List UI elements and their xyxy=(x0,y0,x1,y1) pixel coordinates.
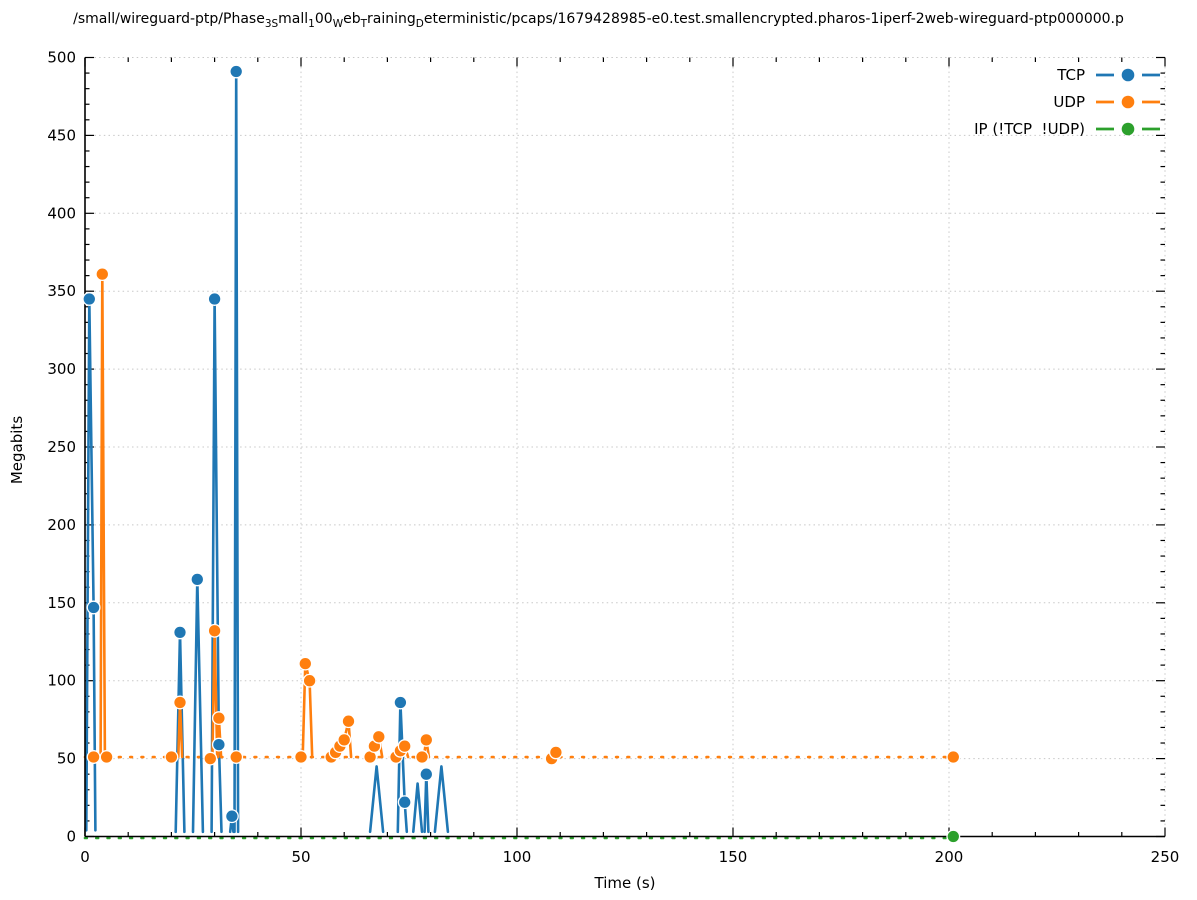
x-axis-label: Time (s) xyxy=(594,874,656,892)
chart-title-segment: eb xyxy=(343,11,361,27)
chart-title-segment: 1 xyxy=(308,18,315,27)
y-axis-label: Megabits xyxy=(8,415,26,485)
chart-title-segment: T xyxy=(360,18,367,27)
x-tick-label: 100 xyxy=(503,848,532,866)
legend-label: TCP xyxy=(1057,65,1085,84)
legend-label: IP (!TCP !UDP) xyxy=(974,119,1085,138)
chart-title-segment: eterministic/pcaps/1679428985-e0.test.sm… xyxy=(423,11,1124,27)
y-tick-label: 300 xyxy=(47,360,76,378)
legend: TCP UDP IP (!TCP !UDP) xyxy=(974,61,1161,142)
legend-line-dot-sample xyxy=(1096,122,1160,135)
legend-line-dot-sample xyxy=(1096,95,1160,108)
y-tick-label: 500 xyxy=(47,49,76,67)
legend-row: IP (!TCP !UDP) xyxy=(974,115,1161,142)
x-tick-label: 200 xyxy=(935,848,964,866)
y-tick-label: 350 xyxy=(47,282,76,300)
y-tick-label: 400 xyxy=(47,204,76,222)
y-tick-label: 0 xyxy=(66,828,76,846)
legend-row: UDP xyxy=(974,88,1161,115)
x-tick-label: 50 xyxy=(291,848,310,866)
x-tick-label: 250 xyxy=(1151,848,1180,866)
chart-title: /small/wireguard-ptp/Phase3Small100WebTr… xyxy=(0,11,1197,27)
y-tick-label: 250 xyxy=(47,438,76,456)
chart-title-segment: 00 xyxy=(314,11,333,27)
chart-title-segment: raining xyxy=(367,11,416,27)
y-tick-label: 200 xyxy=(47,516,76,534)
chart-title-segment: /small/wireguard-ptp/Phase xyxy=(73,11,265,27)
legend-row: TCP xyxy=(974,61,1161,88)
x-tick-label: 150 xyxy=(719,848,748,866)
y-tick-label: 50 xyxy=(57,750,76,768)
legend-line-dot-sample xyxy=(1096,68,1160,81)
y-tick-label: 150 xyxy=(47,594,76,612)
y-tick-label: 450 xyxy=(47,126,76,144)
legend-label: UDP xyxy=(1053,92,1085,111)
chart-title-segment: 3S xyxy=(264,18,279,27)
chart-title-segment: W xyxy=(332,18,344,27)
chart-title-segment: D xyxy=(415,18,424,27)
y-tick-label: 100 xyxy=(47,672,76,690)
x-tick-label: 0 xyxy=(80,848,90,866)
chart-title-segment: mall xyxy=(278,11,309,27)
